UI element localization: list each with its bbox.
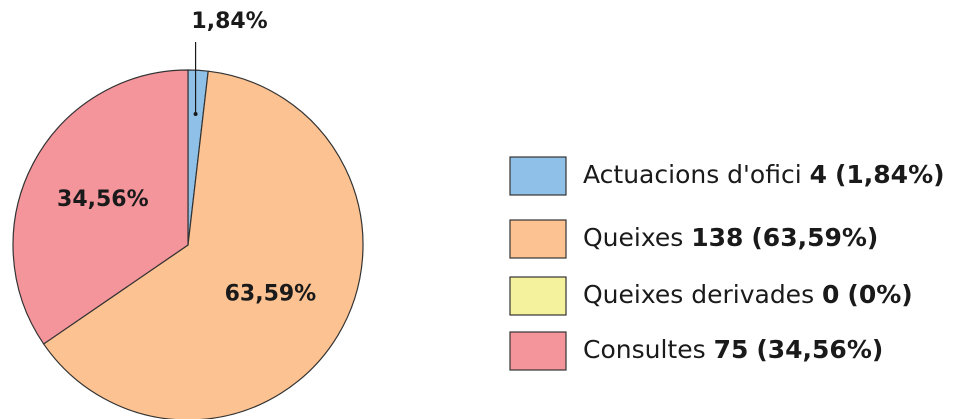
legend-entry: Consultes 75 (34,56%) [583, 335, 883, 364]
legend-percent: (34,56%) [756, 335, 883, 364]
legend-name: Consultes [583, 335, 706, 364]
legend-count: 75 [714, 335, 749, 364]
legend-count: 0 [822, 280, 839, 309]
legend-entry: Actuacions d'ofici 4 (1,84%) [583, 160, 945, 189]
legend-entry: Queixes 138 (63,59%) [583, 223, 878, 252]
legend-name: Actuacions d'ofici [583, 160, 802, 189]
legend-count: 138 [691, 223, 743, 252]
legend-name: Queixes [583, 223, 683, 252]
legend-count: 4 [810, 160, 827, 189]
leader-dot [193, 111, 198, 116]
legend-entry: Queixes derivades 0 (0%) [583, 280, 913, 309]
legend-swatch [509, 276, 567, 316]
slice-label: 1,84% [191, 9, 267, 34]
slice-label: 34,56% [57, 187, 149, 212]
legend-swatch [509, 156, 567, 196]
legend-swatch [509, 219, 567, 259]
pie-slice [42, 70, 364, 419]
legend-percent: (0%) [847, 280, 912, 309]
legend-name: Queixes derivades [583, 280, 814, 309]
slice-label: 63,59% [225, 282, 317, 307]
legend-percent: (63,59%) [751, 223, 878, 252]
legend-percent: (1,84%) [835, 160, 945, 189]
pie-slice [12, 69, 189, 345]
legend-swatch [509, 331, 567, 371]
